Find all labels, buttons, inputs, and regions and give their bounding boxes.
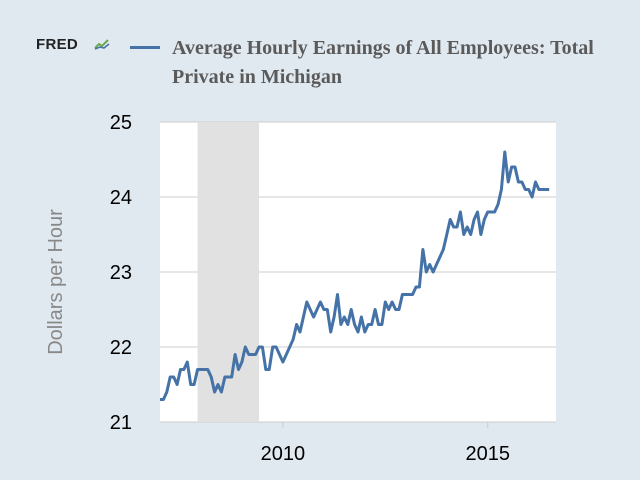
y-tick-label: 22	[110, 337, 132, 359]
series-line	[160, 150, 550, 401]
chart-title: Average Hourly Earnings of All Employees…	[172, 37, 594, 88]
x-axis-ticks: 2010 2015	[261, 422, 510, 465]
y-axis-title: Dollars per Hour	[45, 209, 67, 355]
y-tick-label: 21	[110, 412, 132, 434]
fred-logo[interactable]: FRED	[36, 36, 79, 53]
series-lines	[160, 150, 550, 401]
x-tick-label: 2015	[465, 443, 510, 465]
y-tick-label: 24	[110, 187, 132, 209]
x-tick-label: 2010	[261, 443, 306, 465]
y-tick-label: 25	[110, 112, 132, 134]
chart-header: FRED Average Hourly Earnings of All Empl…	[0, 0, 640, 110]
legend-swatch	[130, 46, 160, 49]
fred-graph-icon	[94, 39, 110, 50]
y-tick-label: 23	[110, 262, 132, 284]
y-axis-ticks: 21 22 23 24 25	[110, 112, 132, 434]
